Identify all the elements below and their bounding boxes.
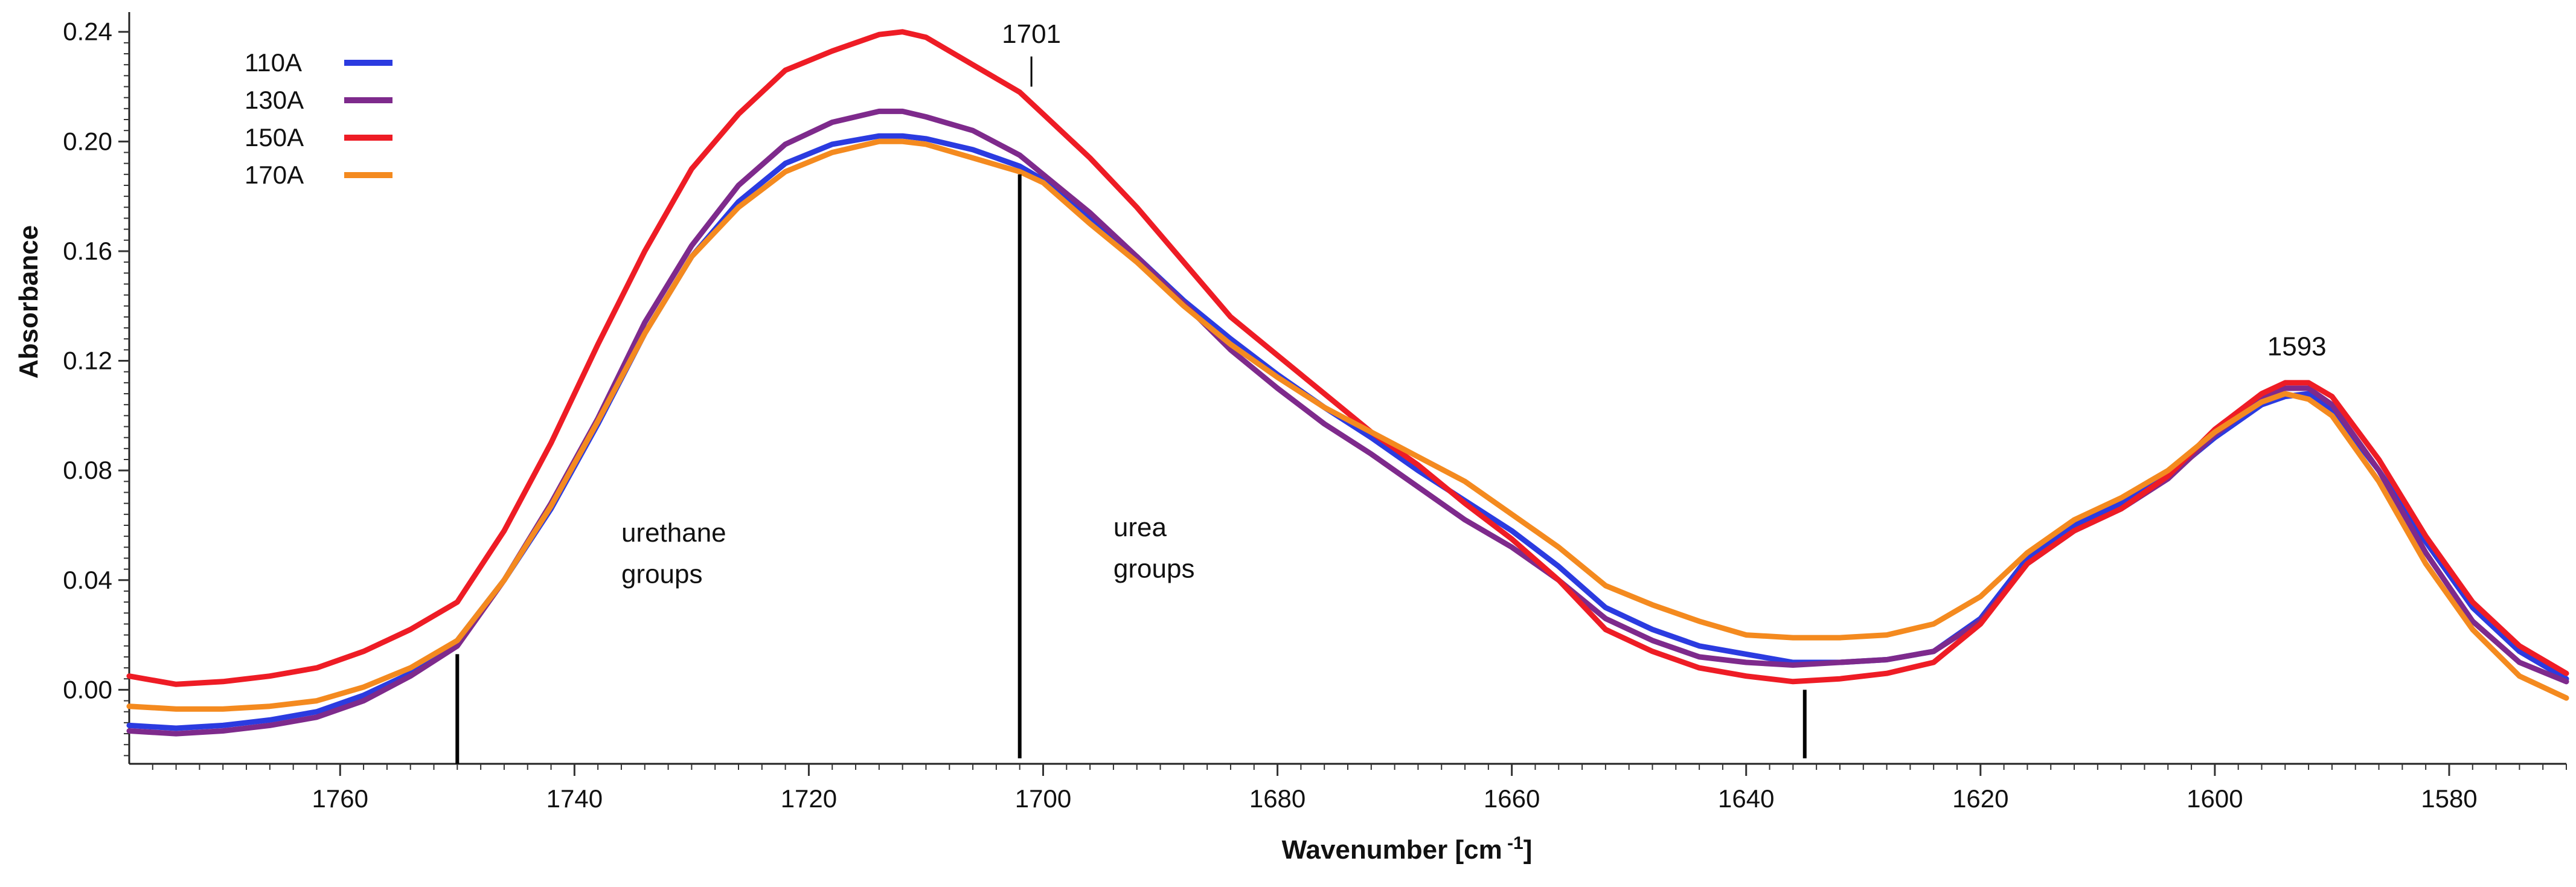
x-tick-label: 1740 xyxy=(546,784,603,813)
y-axis-title: Absorbance xyxy=(14,225,43,379)
x-tick-label: 1660 xyxy=(1484,784,1540,813)
legend-label-130A: 130A xyxy=(245,86,304,114)
x-tick-label: 1640 xyxy=(1718,784,1774,813)
series-layer xyxy=(126,29,2569,737)
annotation-label: 1701 xyxy=(1002,19,1061,49)
x-tick-label: 1720 xyxy=(781,784,837,813)
x-tick-label: 1600 xyxy=(2187,784,2243,813)
y-tick-label: 0.16 xyxy=(63,237,112,265)
annotation-layer: 1701 1593 urethane groups urea groups xyxy=(621,19,2327,589)
series-line-110A xyxy=(126,133,2569,731)
annotation-label: urea xyxy=(1113,513,1167,542)
marker-layer xyxy=(455,174,1807,764)
x-axis-title: Wavenumber [cm -1] xyxy=(1282,833,1533,865)
annotation-label: groups xyxy=(621,559,703,589)
axes xyxy=(128,12,2566,765)
legend-label-110A: 110A xyxy=(245,48,302,77)
y-tick-label: 0.00 xyxy=(63,675,112,703)
y-tick-label: 0.20 xyxy=(63,127,112,155)
legend: 110A 130A 150A 170A xyxy=(245,48,392,189)
x-ticks: 1760 1740 1720 1700 1680 1660 1640 1620 1600 1580 xyxy=(152,764,2567,813)
annotation-label: urethane xyxy=(621,518,726,548)
y-tick-label: 0.24 xyxy=(63,18,112,46)
y-tick-label: 0.04 xyxy=(63,566,112,594)
x-tick-label: 1760 xyxy=(312,784,368,813)
x-axis-title-close: ] xyxy=(1523,835,1533,865)
x-tick-label: 1620 xyxy=(1952,784,2008,813)
y-ticks: 0.24 0.20 0.16 0.12 0.08 0.04 0.00 xyxy=(63,18,129,757)
y-tick-label: 0.12 xyxy=(63,347,112,375)
x-tick-label: 1580 xyxy=(2421,784,2477,813)
x-axis-title-main: Wavenumber [cm xyxy=(1282,835,1502,865)
series-line-150A xyxy=(126,29,2569,687)
x-tick-label: 1680 xyxy=(1249,784,1306,813)
legend-label-150A: 150A xyxy=(245,123,304,152)
annotation-label: groups xyxy=(1113,554,1195,583)
annotation-label: 1593 xyxy=(2267,331,2327,361)
y-tick-label: 0.08 xyxy=(63,456,112,484)
series-line-170A xyxy=(126,138,2569,712)
x-axis-title-superscript: -1 xyxy=(1502,833,1523,853)
x-tick-label: 1700 xyxy=(1015,784,1071,813)
legend-label-170A: 170A xyxy=(245,161,304,189)
